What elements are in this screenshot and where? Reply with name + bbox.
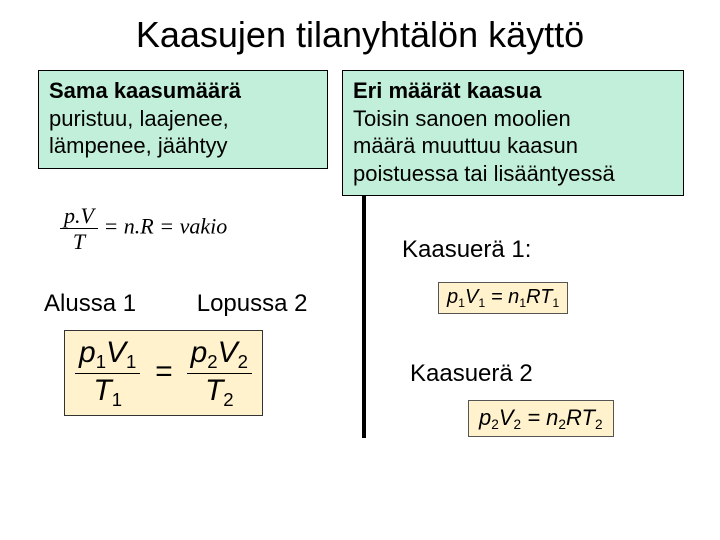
eq3-eq: =: [485, 286, 508, 308]
left-column: Sama kaasumäärä puristuu, laajenee, lämp…: [38, 70, 330, 196]
page-title: Kaasujen tilanyhtälön käyttö: [0, 0, 720, 70]
content-area: Sama kaasumäärä puristuu, laajenee, lämp…: [0, 70, 720, 196]
right-box-line2: Toisin sanoen moolien: [353, 106, 571, 131]
eq3-t: T: [540, 286, 552, 308]
eq4-r: R: [566, 405, 582, 430]
eq3-v: V: [465, 286, 478, 308]
eq2-t2: T: [205, 374, 223, 407]
right-box-bold: Eri määrät kaasua: [353, 78, 541, 103]
eq1-den: T: [60, 230, 98, 253]
eq2-p1: p: [79, 336, 96, 369]
right-box-line4: poistuessa tai lisääntyessä: [353, 161, 615, 186]
right-box-line3: määrä muuttuu kaasun: [353, 133, 578, 158]
eq3-psub: 1: [458, 296, 465, 310]
state-labels: Alussa 1 Lopussa 2: [44, 290, 354, 318]
eq4-psub: 2: [491, 417, 499, 432]
eq2-t2sub: 2: [223, 389, 233, 410]
eq4-p: p: [479, 405, 491, 430]
eq4-v: V: [499, 405, 514, 430]
eq2-t1sub: 1: [112, 389, 122, 410]
label-kaasuera-1: Kaasuerä 1:: [402, 236, 531, 264]
eq3-r: R: [526, 286, 540, 308]
eq4-vsub: 2: [514, 417, 522, 432]
eq1-rhs: = n.R = vakio: [103, 214, 227, 239]
eq4-n: n: [546, 405, 558, 430]
eq4-eq: =: [521, 405, 546, 430]
left-box-line3: lämpenee, jäähtyy: [49, 133, 228, 158]
eq-ideal-gas-2: p2V2 = n2RT2: [468, 400, 614, 437]
right-column: Eri määrät kaasua Toisin sanoen moolien …: [342, 70, 682, 196]
eq-pv-t: p.V T = n.R = vakio: [60, 204, 227, 253]
eq2-p1sub: 1: [96, 351, 106, 372]
label-kaasuera-2: Kaasuerä 2: [410, 360, 533, 388]
eq2-p2: p: [191, 336, 208, 369]
right-box: Eri määrät kaasua Toisin sanoen moolien …: [342, 70, 684, 196]
eq-combined-gas-law: p1V1 T1 = p2V2 T2: [64, 330, 263, 416]
eq3-p: p: [447, 286, 458, 308]
label-lopussa: Lopussa 2: [197, 290, 308, 318]
eq2-p2sub: 2: [207, 351, 217, 372]
label-alussa: Alussa 1: [44, 290, 136, 318]
eq2-v1sub: 1: [126, 351, 136, 372]
eq2-v1: V: [106, 336, 126, 369]
eq4-tsub: 2: [595, 417, 603, 432]
eq1-num: p.V: [60, 204, 98, 227]
left-box-line2: puristuu, laajenee,: [49, 106, 229, 131]
eq-ideal-gas-1: p1V1 = n1RT1: [438, 282, 568, 314]
eq2-v2sub: 2: [238, 351, 248, 372]
eq4-nsub: 2: [558, 417, 566, 432]
left-box: Sama kaasumäärä puristuu, laajenee, lämp…: [38, 70, 328, 169]
left-box-bold: Sama kaasumäärä: [49, 78, 241, 103]
eq3-n: n: [508, 286, 519, 308]
eq3-tsub: 1: [552, 296, 559, 310]
eq2-v2: V: [218, 336, 238, 369]
eq2-t1: T: [93, 374, 111, 407]
eq4-t: T: [582, 405, 595, 430]
